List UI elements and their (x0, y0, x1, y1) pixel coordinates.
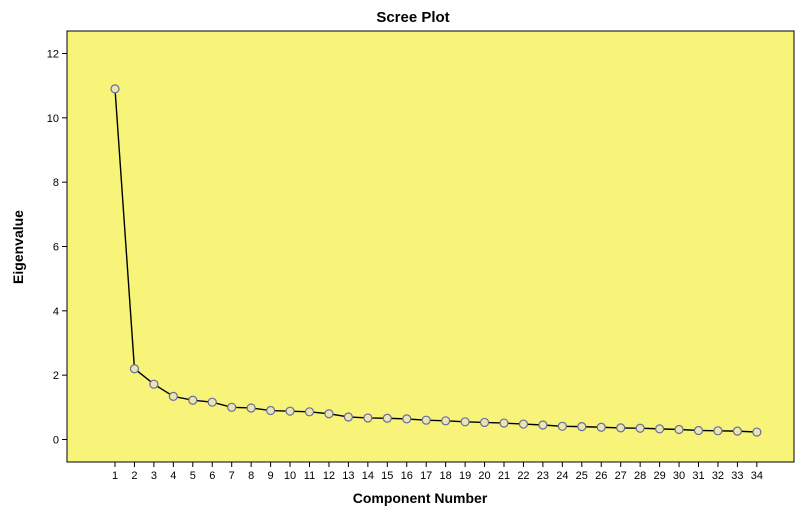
x-axis-label: Component Number (353, 490, 488, 506)
eigenvalue-markers (110, 84, 762, 437)
plot-area (66, 30, 795, 463)
chart-title: Scree Plot (376, 9, 449, 26)
y-tick-label: 8 (53, 177, 59, 189)
x-tick-label: 15 (381, 470, 393, 482)
data-point (110, 84, 120, 94)
y-tick-label: 0 (53, 434, 59, 446)
data-point (421, 415, 431, 425)
y-axis-label: Eigenvalue (10, 210, 26, 284)
data-point (168, 391, 178, 401)
x-tick-label: 30 (673, 470, 685, 482)
data-point (129, 364, 140, 374)
x-tick-label: 34 (751, 470, 763, 482)
data-point (324, 409, 334, 419)
data-point (538, 420, 548, 430)
y-tick-label: 12 (47, 49, 59, 61)
data-point (188, 395, 198, 405)
data-point (441, 416, 451, 426)
x-axis: 1 2 3 4 5 6 7 8 9 10 11 12 13 14 15 16 17 18 19 20 21 22 23 24 2… (112, 462, 763, 482)
x-tick-label: 3 (151, 470, 157, 482)
x-tick-label: 9 (268, 470, 274, 482)
data-point (616, 423, 626, 433)
x-tick-label: 24 (556, 470, 568, 482)
x-tick-label: 7 (229, 470, 235, 482)
data-point (402, 414, 412, 424)
x-tick-label: 26 (595, 470, 607, 482)
data-point (343, 412, 353, 422)
data-point (654, 424, 665, 434)
x-tick-label: 20 (478, 470, 490, 482)
x-tick-label: 31 (692, 470, 704, 482)
x-tick-label: 10 (284, 470, 296, 482)
data-point (304, 407, 315, 417)
x-tick-label: 5 (190, 470, 196, 482)
data-point (149, 379, 159, 389)
data-point (363, 413, 373, 423)
data-point (460, 417, 470, 427)
y-tick-label: 2 (53, 370, 59, 382)
data-point (518, 419, 529, 429)
data-point (207, 397, 217, 407)
data-point (479, 417, 490, 428)
data-point (246, 403, 256, 413)
x-tick-label: 12 (323, 470, 335, 482)
data-point (674, 424, 684, 435)
data-point (285, 406, 295, 416)
x-tick-label: 27 (615, 470, 627, 482)
data-point (266, 405, 276, 416)
data-point (693, 425, 704, 436)
x-tick-label: 17 (420, 470, 432, 482)
x-tick-label: 33 (731, 470, 743, 482)
data-point (752, 427, 762, 437)
x-tick-label: 11 (304, 470, 315, 482)
x-tick-label: 32 (712, 470, 724, 482)
x-tick-label: 1 (112, 470, 118, 482)
x-tick-label: 28 (634, 470, 646, 482)
data-point (577, 422, 587, 432)
data-point (499, 418, 509, 428)
y-axis: 0 2 4 6 8 10 12 (47, 49, 67, 446)
x-tick-label: 13 (342, 470, 354, 482)
x-tick-label: 23 (537, 470, 549, 482)
x-tick-label: 29 (653, 470, 665, 482)
data-point (635, 423, 645, 433)
x-tick-label: 6 (209, 470, 215, 482)
x-tick-label: 14 (362, 470, 374, 482)
x-tick-label: 22 (517, 470, 529, 482)
x-tick-label: 21 (498, 470, 510, 482)
x-tick-label: 19 (459, 470, 471, 482)
y-tick-label: 4 (53, 306, 59, 318)
data-point (713, 426, 723, 436)
data-point (596, 422, 606, 432)
y-tick-label: 6 (53, 242, 59, 254)
x-tick-label: 8 (248, 470, 254, 482)
data-point (732, 426, 743, 436)
data-point (382, 413, 392, 423)
x-tick-label: 18 (440, 470, 452, 482)
data-point (227, 402, 237, 412)
eigenvalue-line (114, 88, 757, 433)
data-point (557, 421, 567, 431)
y-tick-label: 10 (47, 113, 59, 125)
x-tick-label: 4 (170, 470, 176, 482)
x-tick-label: 16 (401, 470, 413, 482)
x-tick-label: 2 (131, 470, 137, 482)
x-tick-label: 25 (576, 470, 588, 482)
